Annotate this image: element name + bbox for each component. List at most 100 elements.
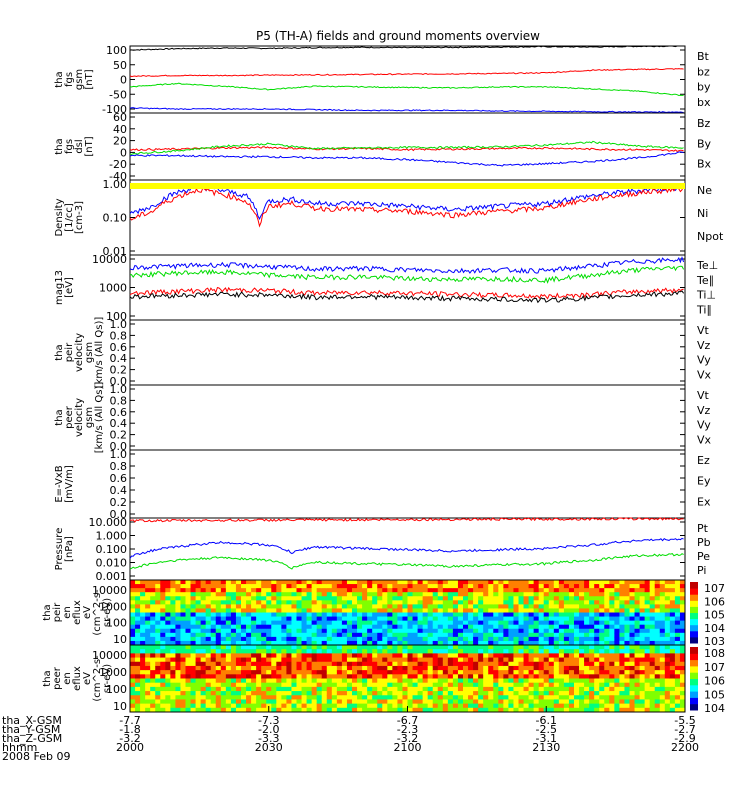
spec-cell (261, 674, 267, 679)
spec-cell (251, 678, 257, 684)
spec-cell (609, 612, 615, 618)
spec-cell (624, 695, 630, 700)
spec-cell (518, 657, 525, 663)
spec-cell (377, 707, 383, 713)
spec-cell (256, 580, 262, 585)
spec-cell (135, 682, 141, 688)
spec-cell (170, 686, 176, 692)
spec-cell (624, 612, 630, 618)
series-bx (129, 107, 684, 114)
spec-cell (397, 604, 403, 609)
spec-cell (180, 600, 186, 605)
spec-cell (432, 674, 439, 679)
spec-cell (321, 649, 328, 654)
spec-cell (286, 620, 292, 626)
spec-cell (609, 653, 615, 659)
spec-cell (397, 674, 403, 679)
spec-cell (367, 661, 373, 667)
spec-cell (624, 703, 630, 709)
spec-cell (160, 682, 166, 688)
spec-cell (326, 707, 333, 713)
spec-cell (306, 682, 313, 688)
spec-cell (654, 624, 661, 630)
spec-cell (175, 653, 181, 659)
spec-cell (286, 657, 292, 663)
spec-cell (145, 686, 151, 692)
spec-cell (412, 600, 419, 605)
spec-cell (508, 682, 514, 688)
spec-cell (220, 596, 227, 601)
spec-cell (468, 703, 474, 709)
spec-cell (452, 665, 459, 671)
spec-cell (669, 624, 676, 630)
spec-cell (251, 707, 257, 713)
spec-cell (392, 661, 398, 667)
spec-cell (417, 580, 424, 585)
spec-cell (135, 674, 141, 679)
spec-cell (306, 628, 313, 634)
spec-cell (130, 588, 136, 593)
spec-cell (412, 703, 419, 709)
spec-cell (553, 588, 560, 593)
spec-cell (377, 600, 383, 605)
spec-cell (165, 612, 171, 618)
spec-cell (150, 665, 156, 671)
spec-cell (145, 584, 151, 589)
spec-cell (498, 691, 504, 696)
legend-Ti∥: Ti∥ (696, 303, 712, 316)
spec-cell (205, 674, 212, 679)
spec-cell (518, 620, 525, 626)
spec-cell (210, 604, 217, 609)
spec-cell (447, 645, 454, 650)
spec-cell (241, 661, 247, 667)
spec-cell (200, 695, 207, 700)
spec-cell (301, 612, 308, 618)
spec-cell (281, 661, 287, 667)
spec-cell (331, 600, 338, 605)
spec-cell (604, 624, 610, 630)
spec-cell (493, 645, 499, 650)
spec-cell (659, 628, 666, 634)
spec-cell (649, 657, 656, 663)
spec-cell (180, 632, 186, 638)
spec-cell (563, 640, 570, 646)
spec-cell (281, 707, 287, 713)
spec-cell (296, 640, 303, 646)
spec-cell (175, 600, 181, 605)
spec-cell (427, 604, 434, 609)
spec-cell (553, 678, 560, 684)
spec-cell (579, 686, 585, 692)
spec-cell (624, 645, 630, 650)
spec-cell (291, 604, 297, 609)
y-label: fgs (64, 72, 75, 87)
spec-cell (326, 645, 333, 650)
spec-cell (478, 665, 484, 671)
spec-cell (513, 699, 519, 705)
spec-cell (225, 707, 232, 713)
spec-cell (624, 620, 630, 626)
spec-cell (543, 588, 550, 593)
spec-cell (679, 584, 686, 589)
spec-cell (452, 657, 459, 663)
spec-cell (412, 670, 419, 675)
spec-cell (150, 707, 156, 713)
spec-cell (654, 628, 661, 634)
spec-cell (508, 699, 514, 705)
spec-cell (377, 686, 383, 692)
spec-cell (362, 580, 368, 585)
spec-cell (447, 699, 454, 705)
spec-cell (321, 699, 328, 705)
spec-cell (609, 624, 615, 630)
spec-cell (276, 584, 282, 589)
spec-cell (563, 632, 570, 638)
spec-cell (523, 588, 530, 593)
spec-cell (553, 592, 560, 597)
spec-cell (508, 580, 514, 585)
spec-cell (442, 612, 449, 618)
spec-cell (629, 640, 636, 646)
spec-cell (614, 682, 620, 688)
spec-cell (241, 592, 247, 597)
spec-cell (528, 674, 535, 679)
spec-cell (215, 624, 222, 630)
spec-cell (392, 636, 398, 642)
